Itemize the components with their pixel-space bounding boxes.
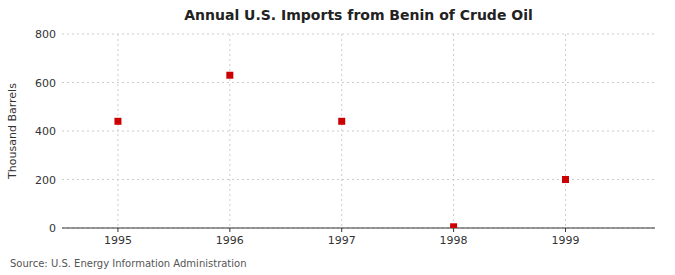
- x-tick: [565, 228, 566, 232]
- x-tick-label: 1995: [104, 234, 132, 247]
- title: Annual U.S. Imports from Benin of Crude …: [184, 7, 533, 23]
- x-grid-line: [453, 34, 454, 228]
- y-tick-label: 400: [35, 125, 56, 138]
- x-grid-line: [341, 34, 342, 228]
- x-tick: [341, 228, 342, 232]
- y-grid-line: [62, 131, 655, 132]
- y-grid-line: [62, 228, 655, 229]
- source-note: Source: U.S. Energy Information Administ…: [10, 258, 247, 269]
- point: [450, 223, 457, 228]
- y-tick-label: 600: [35, 77, 56, 90]
- y-grid-line: [62, 82, 655, 83]
- point: [226, 72, 233, 79]
- x-tick-label: 1996: [216, 234, 244, 247]
- x-tick: [117, 228, 118, 232]
- x-tick-label: 1998: [440, 234, 468, 247]
- x-grid-line: [229, 34, 230, 228]
- points: [114, 72, 569, 228]
- y-axis-label: Thousand Barrels: [6, 83, 19, 180]
- point: [114, 118, 121, 125]
- x-tick-label: 1997: [328, 234, 356, 247]
- grid: [62, 34, 655, 228]
- x-tick-label: 1999: [551, 234, 579, 247]
- chart-svg: 1995 1996 1997 1998 1999 0 200 400 600 800 Thousan…: [0, 0, 675, 275]
- y-grid-line: [62, 34, 655, 35]
- y-tick-label: 800: [35, 28, 56, 41]
- x-axis-line: [62, 228, 655, 229]
- x-grid-line: [565, 34, 566, 228]
- x-grid-line: [117, 34, 118, 228]
- x-tick: [229, 228, 230, 232]
- y-tick-label: 0: [49, 222, 56, 235]
- chart-container: 1995 1996 1997 1998 1999 0 200 400 600 800 Thousan…: [0, 0, 675, 275]
- y-tick-label: 200: [35, 174, 56, 187]
- point: [562, 176, 569, 183]
- x-tick: [453, 228, 454, 232]
- point: [338, 118, 345, 125]
